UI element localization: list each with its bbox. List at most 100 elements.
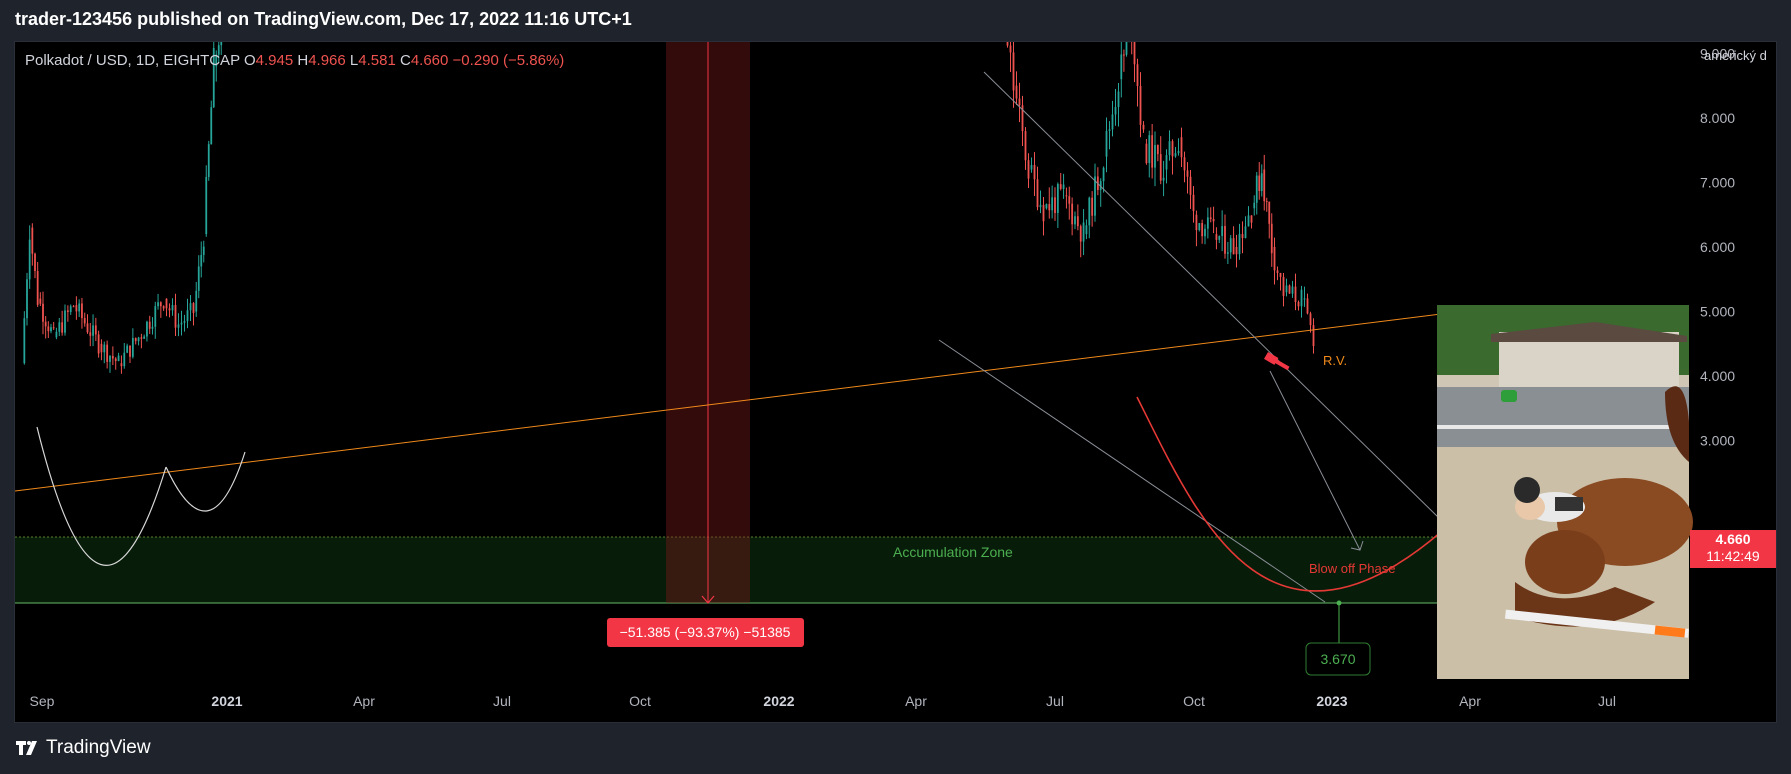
candle-body: [1074, 216, 1076, 225]
candle-body: [94, 325, 97, 335]
tradingview-logo-icon: [16, 741, 37, 755]
candle-body: [28, 239, 31, 280]
candle-body: [1042, 204, 1045, 222]
candle-body: [1062, 184, 1065, 189]
y-tick-label: 6.000: [1700, 239, 1735, 255]
projection-arrow: [1269, 370, 1361, 551]
candle-body: [1201, 223, 1204, 237]
candle-body: [1215, 234, 1218, 240]
candle-body: [61, 322, 64, 333]
candle-body: [134, 338, 137, 342]
candle-body: [1056, 184, 1059, 214]
candle-body: [1276, 270, 1279, 274]
candle-body: [1021, 105, 1024, 132]
blow-off-label: Blow off Phase: [1309, 561, 1395, 576]
x-tick-label: 2023: [1316, 693, 1347, 709]
candle-body: [1076, 216, 1079, 227]
candle-body: [1224, 226, 1226, 254]
candle-body: [207, 144, 210, 177]
candle-body: [1189, 176, 1192, 195]
candle-body: [1094, 176, 1096, 216]
candle-body: [31, 227, 34, 254]
candle-body: [1059, 184, 1062, 189]
candle-body: [1133, 42, 1136, 65]
candle-body: [1065, 195, 1068, 197]
candle-body: [1206, 217, 1209, 229]
candle-body: [1312, 325, 1315, 347]
candle-body: [200, 254, 203, 267]
measure-label: −51.385 (−93.37%) −51385: [620, 624, 791, 640]
ohlc-key: H: [297, 52, 308, 69]
candle-body: [106, 344, 109, 362]
ohlc-value: 4.945: [256, 52, 298, 69]
candle-body: [1125, 42, 1128, 55]
candle-body: [1265, 201, 1268, 203]
candle-body: [1232, 238, 1235, 255]
candle-body: [1250, 215, 1253, 223]
candle-body: [137, 337, 140, 342]
candle-body: [1165, 155, 1168, 170]
candle-body: [44, 321, 47, 327]
candle-body: [177, 324, 180, 328]
price-chart[interactable]: Accumulation Zone R.V. Blow off Phase 3.670…: [15, 42, 1776, 722]
candle-body: [103, 344, 106, 353]
candle-body: [26, 279, 28, 319]
x-tick-label: Apr: [905, 693, 927, 709]
photo-overlay: [1437, 305, 1693, 679]
candle-body: [1111, 114, 1114, 130]
candle-body: [1071, 203, 1074, 225]
candle-body: [1288, 285, 1291, 294]
candle-body: [47, 326, 50, 332]
candle-body: [1285, 285, 1288, 293]
last-price-value: 4.660: [1715, 531, 1750, 547]
candle-body: [1260, 173, 1263, 192]
candle-body: [1183, 157, 1186, 171]
candle-body: [220, 42, 223, 46]
rv-trendline: [15, 313, 1442, 492]
candle-body: [1082, 222, 1085, 242]
candle-body: [129, 345, 131, 357]
candle-body: [100, 343, 103, 353]
candle-body: [171, 305, 174, 311]
candle-body: [36, 271, 39, 305]
candle-body: [1105, 130, 1108, 157]
candle-body: [52, 327, 55, 329]
candle-body: [205, 176, 208, 235]
candle-body: [131, 338, 134, 357]
candle-body: [1238, 234, 1241, 255]
tradingview-logo[interactable]: TradingView: [16, 737, 151, 759]
candle-body: [1171, 141, 1174, 157]
candle-body: [165, 298, 168, 309]
candle-body: [1154, 145, 1156, 168]
target-dot: [1336, 600, 1342, 606]
y-tick-label: 3.000: [1700, 433, 1735, 449]
candle-body: [1282, 276, 1285, 296]
candle-body: [1068, 196, 1071, 204]
candle-body: [1258, 175, 1261, 192]
white-curve-1: [36, 426, 167, 566]
x-tick-label: Apr: [1459, 693, 1481, 709]
candle-body: [186, 310, 189, 322]
candle-body: [195, 290, 198, 312]
candle-body: [89, 332, 92, 336]
candle-body: [157, 302, 159, 307]
wedge-lower-line: [938, 339, 1326, 603]
candle-body: [1195, 214, 1198, 231]
candle-body: [1253, 202, 1256, 209]
chart-panel[interactable]: Accumulation Zone R.V. Blow off Phase 3.670…: [14, 41, 1777, 723]
candle-body: [1268, 201, 1271, 224]
candle-body: [1139, 85, 1142, 125]
candle-body: [114, 358, 117, 362]
candle-body: [154, 306, 157, 327]
y-tick-label: 5.000: [1700, 304, 1735, 320]
x-tick-label: 2021: [211, 693, 242, 709]
blow-off-curve: [1136, 396, 1442, 592]
ohlc-value: 4.581: [358, 52, 400, 69]
x-tick-label: Sep: [30, 693, 55, 709]
candle-body: [1241, 234, 1244, 239]
target-box: [1305, 642, 1371, 676]
x-tick-label: Jul: [1598, 693, 1616, 709]
candle-body: [1218, 235, 1221, 240]
accumulation-zone: [15, 537, 1441, 603]
candle-body: [1306, 298, 1309, 314]
